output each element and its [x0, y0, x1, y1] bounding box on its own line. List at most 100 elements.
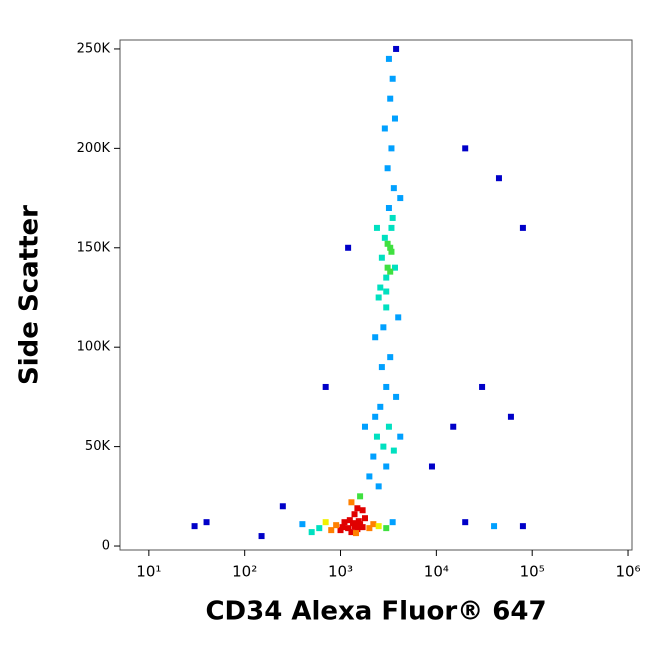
point — [391, 264, 398, 271]
point — [348, 499, 355, 506]
point — [375, 523, 382, 530]
point — [258, 533, 265, 540]
point — [380, 443, 387, 450]
point — [354, 505, 361, 512]
point — [377, 403, 384, 410]
point — [322, 383, 329, 390]
point — [393, 45, 400, 52]
x-tick-label: 10¹ — [136, 563, 161, 581]
point — [388, 145, 395, 152]
y-axis-title: Side Scatter — [15, 205, 45, 385]
point — [387, 354, 394, 361]
point — [366, 473, 373, 480]
point — [385, 205, 392, 212]
point — [387, 268, 394, 275]
point — [308, 529, 315, 536]
point — [366, 525, 373, 532]
point — [384, 165, 391, 172]
point — [370, 453, 377, 460]
point — [341, 519, 348, 526]
point — [357, 493, 364, 500]
point — [350, 520, 357, 527]
point — [361, 515, 368, 522]
x-tick-label: 10³ — [328, 563, 353, 581]
point — [385, 55, 392, 62]
point — [383, 288, 390, 295]
point — [345, 244, 352, 251]
point — [390, 185, 397, 192]
point — [383, 525, 390, 532]
point — [354, 526, 361, 533]
point — [375, 483, 382, 490]
point — [328, 527, 335, 534]
y-tick-label: 50K — [85, 439, 111, 454]
x-tick-label: 10² — [232, 563, 257, 581]
point — [373, 433, 380, 440]
point — [388, 224, 395, 231]
point — [383, 383, 390, 390]
point — [339, 524, 346, 531]
point — [372, 413, 379, 420]
point — [333, 522, 340, 529]
point — [299, 521, 306, 528]
point — [345, 525, 352, 532]
point — [519, 523, 526, 530]
point — [462, 145, 469, 152]
point — [393, 393, 400, 400]
point — [352, 530, 359, 537]
point — [191, 523, 198, 530]
point — [381, 234, 388, 241]
point — [380, 324, 387, 331]
point — [359, 507, 366, 514]
y-tick-label: 0 — [102, 539, 110, 554]
point — [316, 525, 323, 532]
point — [359, 524, 366, 531]
point — [346, 517, 353, 524]
point — [395, 314, 402, 321]
point — [381, 125, 388, 132]
point — [384, 264, 391, 271]
point — [348, 529, 355, 536]
point — [355, 518, 362, 525]
y-tick-label: 150K — [77, 240, 111, 255]
point — [203, 519, 210, 526]
point — [279, 503, 286, 510]
point — [390, 447, 397, 454]
point — [383, 304, 390, 311]
point — [351, 511, 358, 518]
point — [387, 244, 394, 251]
x-tick-label: 10⁵ — [520, 563, 545, 581]
point — [388, 248, 395, 255]
point — [322, 519, 329, 526]
point — [383, 463, 390, 470]
point — [372, 334, 379, 341]
point — [462, 519, 469, 526]
point — [397, 195, 404, 202]
point — [370, 521, 377, 528]
point — [450, 423, 457, 430]
point — [397, 433, 404, 440]
point — [377, 284, 384, 291]
point — [428, 463, 435, 470]
y-tick-label: 100K — [77, 340, 111, 355]
x-tick-label: 10⁶ — [615, 563, 640, 581]
point — [389, 75, 396, 82]
y-tick-label: 250K — [77, 41, 111, 56]
point — [378, 254, 385, 261]
x-tick-label: 10⁴ — [424, 563, 449, 581]
y-tick-label: 200K — [77, 141, 111, 156]
point — [507, 413, 514, 420]
point — [387, 95, 394, 102]
point — [375, 294, 382, 301]
point — [519, 224, 526, 231]
point — [385, 423, 392, 430]
point — [378, 364, 385, 371]
point — [389, 214, 396, 221]
point — [373, 224, 380, 231]
point — [384, 240, 391, 247]
point — [491, 523, 498, 530]
point — [361, 423, 368, 430]
point — [391, 115, 398, 122]
point — [495, 175, 502, 182]
